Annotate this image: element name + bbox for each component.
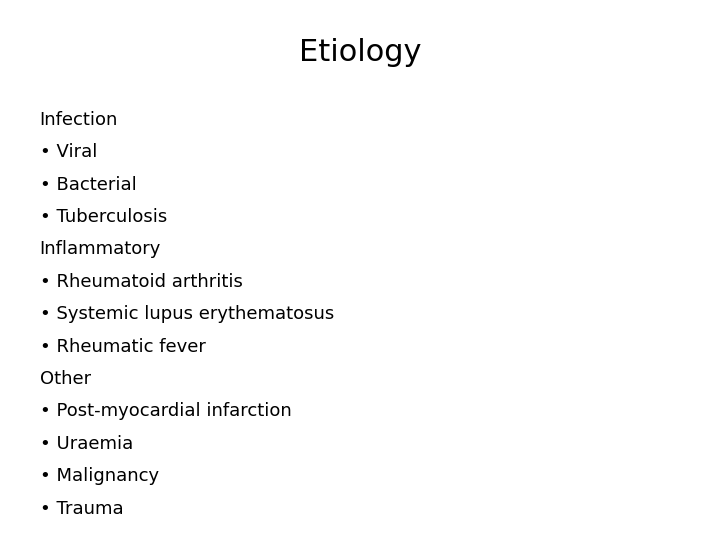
Text: • Rheumatoid arthritis: • Rheumatoid arthritis xyxy=(40,273,243,291)
Text: • Tuberculosis: • Tuberculosis xyxy=(40,208,167,226)
Text: • Trauma: • Trauma xyxy=(40,500,123,517)
Text: • Post-myocardial infarction: • Post-myocardial infarction xyxy=(40,402,292,420)
Text: • Viral: • Viral xyxy=(40,143,97,161)
Text: • Uraemia: • Uraemia xyxy=(40,435,133,453)
Text: • Bacterial: • Bacterial xyxy=(40,176,136,193)
Text: Etiology: Etiology xyxy=(299,38,421,67)
Text: Other: Other xyxy=(40,370,91,388)
Text: • Systemic lupus erythematosus: • Systemic lupus erythematosus xyxy=(40,305,334,323)
Text: Infection: Infection xyxy=(40,111,118,129)
Text: • Malignancy: • Malignancy xyxy=(40,467,158,485)
Text: • Rheumatic fever: • Rheumatic fever xyxy=(40,338,205,355)
Text: Inflammatory: Inflammatory xyxy=(40,240,161,258)
